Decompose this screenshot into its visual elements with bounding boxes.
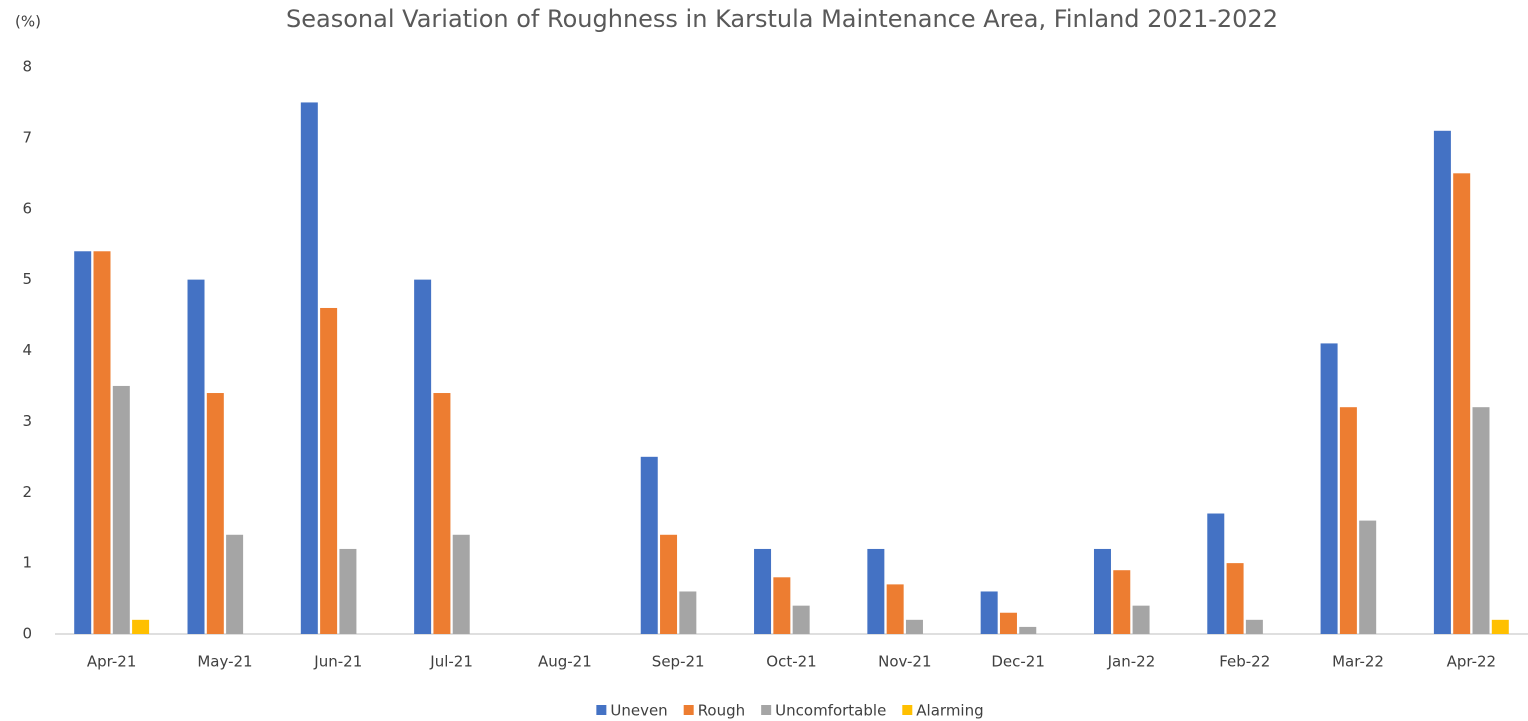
x-tick-label: Sep-21 xyxy=(652,653,705,671)
bar xyxy=(1207,513,1225,634)
x-tick-label: Jun-21 xyxy=(313,653,362,671)
bar xyxy=(1453,173,1471,634)
bar xyxy=(414,279,432,634)
y-tick-label: 0 xyxy=(22,625,32,643)
x-tick-label: Jan-22 xyxy=(1107,653,1156,671)
x-tick-label: Dec-21 xyxy=(991,653,1045,671)
y-tick-label: 5 xyxy=(22,270,32,288)
bar xyxy=(93,251,111,634)
bar xyxy=(187,279,205,634)
bar xyxy=(905,619,923,634)
bar xyxy=(999,612,1017,634)
bar xyxy=(433,393,451,634)
bar xyxy=(640,456,658,634)
bar xyxy=(1339,407,1357,634)
x-tick-label: May-21 xyxy=(197,653,252,671)
bar xyxy=(1472,407,1490,634)
legend-swatch xyxy=(761,705,772,715)
y-axis-label: (%) xyxy=(15,13,41,31)
bar xyxy=(112,385,130,634)
bar xyxy=(1433,130,1451,634)
x-tick-label: Apr-21 xyxy=(87,653,137,671)
bar xyxy=(1226,563,1244,634)
y-tick-label: 6 xyxy=(22,199,32,217)
bar xyxy=(74,251,92,634)
y-tick-label: 1 xyxy=(22,554,32,572)
legend-label: Alarming xyxy=(916,702,983,720)
y-tick-label: 4 xyxy=(22,341,32,359)
bar xyxy=(300,102,318,634)
bar xyxy=(867,548,885,634)
y-tick-label: 2 xyxy=(22,483,32,501)
x-tick-label: Oct-21 xyxy=(766,653,816,671)
bar xyxy=(773,577,791,634)
y-tick-label: 8 xyxy=(22,58,32,76)
bar xyxy=(980,591,998,634)
bar xyxy=(660,534,678,634)
bar xyxy=(754,548,772,634)
bar xyxy=(320,307,338,634)
bar xyxy=(1113,570,1131,634)
legend-label: Uneven xyxy=(610,702,667,720)
x-tick-label: Aug-21 xyxy=(538,653,592,671)
bar xyxy=(206,393,224,634)
bar xyxy=(226,534,244,634)
x-tick-label: Nov-21 xyxy=(878,653,931,671)
bar xyxy=(1132,605,1150,634)
x-tick-label: Jul-21 xyxy=(429,653,473,671)
legend-swatch xyxy=(902,705,913,715)
legend-swatch xyxy=(683,705,694,715)
bar xyxy=(1019,626,1037,634)
bar xyxy=(1491,619,1509,634)
bar xyxy=(132,619,150,634)
x-tick-label: Mar-22 xyxy=(1332,653,1384,671)
bar xyxy=(1359,520,1377,634)
y-tick-label: 7 xyxy=(22,128,32,146)
bar xyxy=(1245,619,1263,634)
x-tick-label: Feb-22 xyxy=(1219,653,1270,671)
chart-title: Seasonal Variation of Roughness in Karst… xyxy=(286,5,1278,33)
bar xyxy=(792,605,810,634)
legend-label: Rough xyxy=(698,702,745,720)
bar xyxy=(452,534,470,634)
bar xyxy=(1093,548,1111,634)
bar xyxy=(339,548,357,634)
legend-label: Uncomfortable xyxy=(775,702,886,720)
bar xyxy=(886,584,904,634)
bar xyxy=(1320,343,1338,634)
bar xyxy=(679,591,697,634)
y-tick-label: 3 xyxy=(22,412,32,430)
x-tick-label: Apr-22 xyxy=(1447,653,1497,671)
legend-swatch xyxy=(596,705,607,715)
